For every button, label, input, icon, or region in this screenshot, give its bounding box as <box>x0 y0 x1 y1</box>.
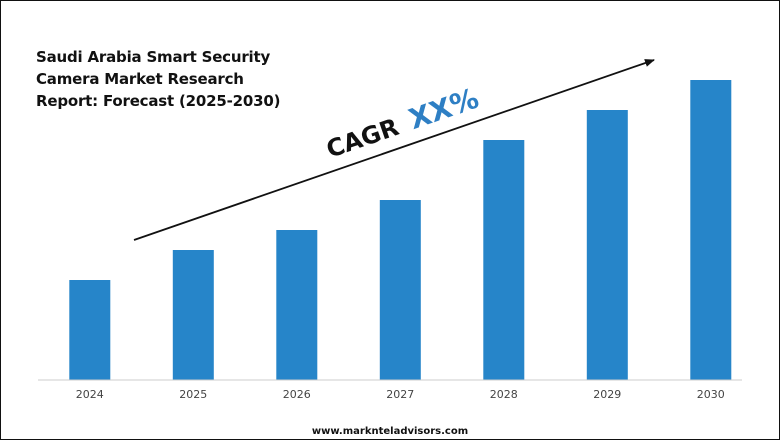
bars-group <box>69 80 732 380</box>
x-tick-label-2025: 2025 <box>179 388 207 401</box>
bar-2030 <box>690 80 732 380</box>
bar-2028 <box>483 140 525 380</box>
cagr-prefix: CAGR <box>323 113 402 164</box>
chart-title-line-2: Camera Market Research <box>36 70 244 88</box>
chart-title-line-3: Report: Forecast (2025-2030) <box>36 92 281 110</box>
footer-bar: www.marknteladvisors.com <box>1 423 779 439</box>
bar-2025 <box>172 250 214 380</box>
x-tick-label-2029: 2029 <box>593 388 621 401</box>
chart-title-line-1: Saudi Arabia Smart Security <box>36 48 271 66</box>
x-tick-label-2030: 2030 <box>697 388 725 401</box>
bar-2024 <box>69 280 111 380</box>
bar-2029 <box>586 110 628 380</box>
cagr-value: XX% <box>405 82 483 136</box>
x-tick-labels: 2024 2025 2026 2027 2028 2029 2030 <box>76 388 725 401</box>
x-tick-label-2028: 2028 <box>490 388 518 401</box>
x-tick-label-2026: 2026 <box>283 388 311 401</box>
footer-website: www.marknteladvisors.com <box>311 426 469 437</box>
bar-2026 <box>276 230 318 380</box>
cagr-label: CAGR XX% <box>322 82 483 165</box>
x-tick-label-2024: 2024 <box>76 388 104 401</box>
bar-2027 <box>379 200 421 380</box>
cagr-arrow <box>133 59 655 241</box>
x-tick-label-2027: 2027 <box>386 388 414 401</box>
